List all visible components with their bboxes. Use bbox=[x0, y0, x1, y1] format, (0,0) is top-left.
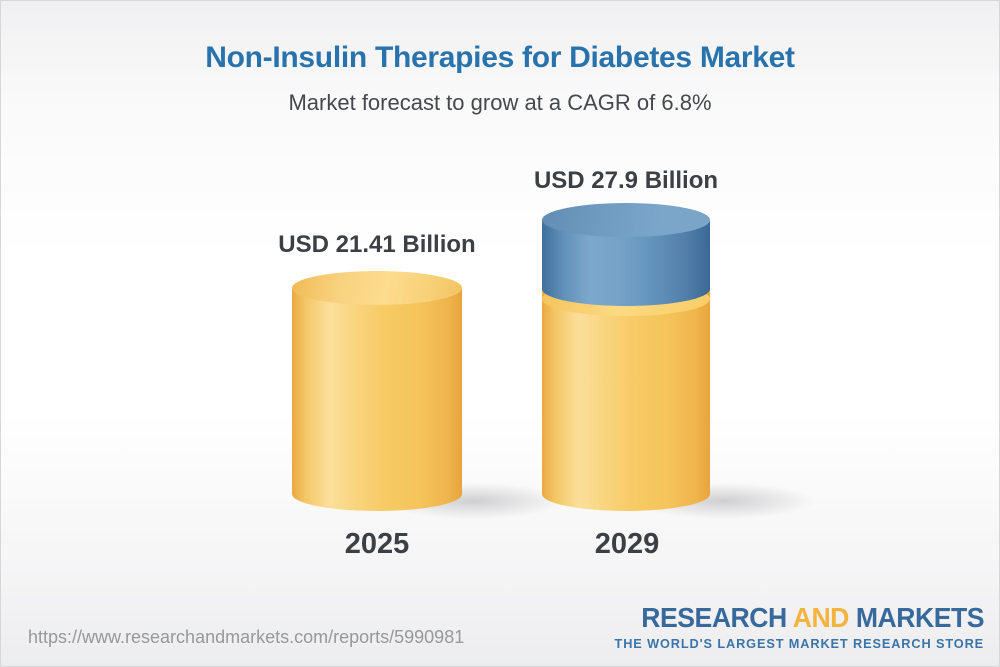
x-axis-label-2025: 2025 bbox=[344, 528, 410, 560]
report-url: https://www.researchandmarkets.com/repor… bbox=[28, 627, 465, 647]
bar-value-label-2029: USD 27.9 Billion bbox=[533, 167, 719, 194]
logo-text-markets: MARKETS bbox=[855, 602, 985, 633]
page-subtitle: Market forecast to grow at a CAGR of 6.8… bbox=[288, 90, 712, 115]
x-axis-label-2029: 2029 bbox=[594, 528, 660, 560]
page-title: Non-Insulin Therapies for Diabetes Marke… bbox=[205, 41, 795, 74]
bar-2025-cylinder-top bbox=[292, 271, 462, 305]
bar-value-label-2025: USD 21.41 Billion bbox=[278, 231, 476, 258]
logo-text-research: RESEARCH bbox=[641, 602, 787, 633]
bar-2025-cylinder-side bbox=[292, 288, 462, 511]
bar-2029-growth-segment-top bbox=[542, 203, 710, 237]
bar-2029-base-segment-side bbox=[542, 289, 710, 511]
logo-wordmark: RESEARCH AND MARKETS bbox=[626, 602, 984, 634]
logo-tagline: THE WORLD'S LARGEST MARKET RESEARCH STOR… bbox=[614, 636, 984, 651]
logo-text-and: AND bbox=[792, 602, 850, 633]
researchandmarkets-logo: RESEARCH AND MARKETS THE WORLD'S LARGEST… bbox=[607, 602, 984, 651]
